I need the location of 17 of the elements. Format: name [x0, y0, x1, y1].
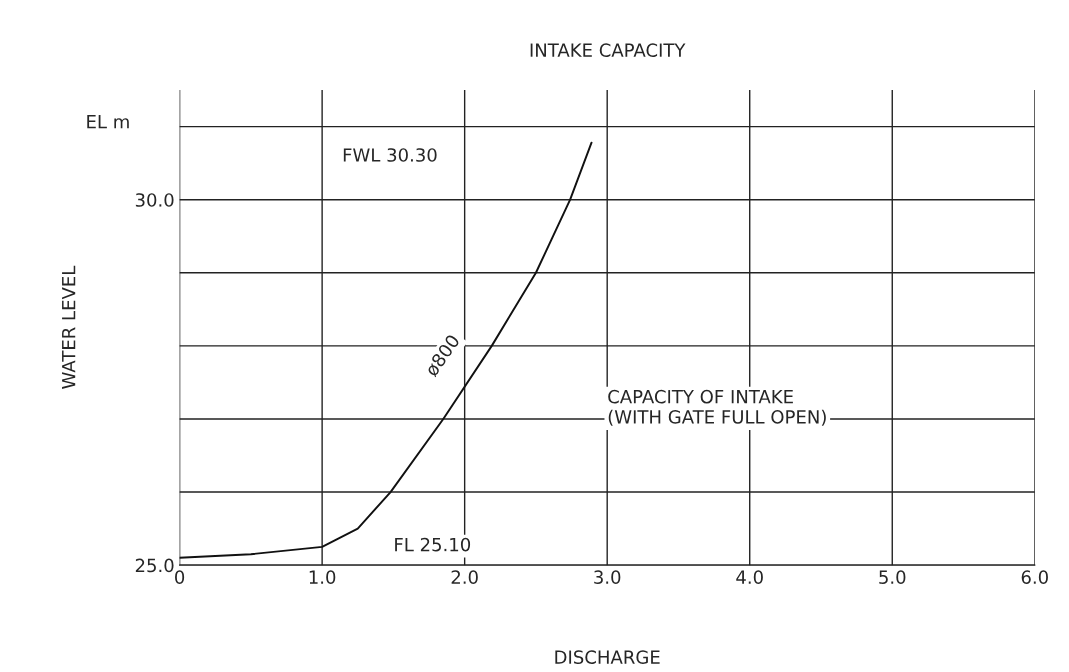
x-tick-label: 0 — [175, 570, 185, 584]
annotation: FL 25.10 — [395, 537, 471, 552]
x-tick-label: 1.0 — [309, 570, 336, 584]
annotation: FWL 30.30 — [343, 148, 437, 162]
y-tick-label: 30.0 — [135, 193, 174, 207]
text: EL m — [87, 115, 129, 129]
x-tick-label: 3.0 — [594, 570, 621, 584]
x-tick-label: 6.0 — [1021, 570, 1048, 584]
chart-title: INTAKE CAPACITY — [530, 43, 686, 57]
line-series — [179, 141, 593, 559]
x-tick-label: 2.0 — [451, 570, 478, 584]
y-tick-label: 25.0 — [135, 558, 174, 573]
annotation: CAPACITY OF INTAKE (WITH GATE FULL OPEN) — [608, 389, 826, 426]
x-axis-title: DISCHARGE — [555, 650, 660, 664]
x-tick-label: 5.0 — [879, 570, 906, 584]
x-tick-label: 4.0 — [736, 570, 763, 584]
y-axis-title: WATER LEVEL — [62, 265, 76, 389]
